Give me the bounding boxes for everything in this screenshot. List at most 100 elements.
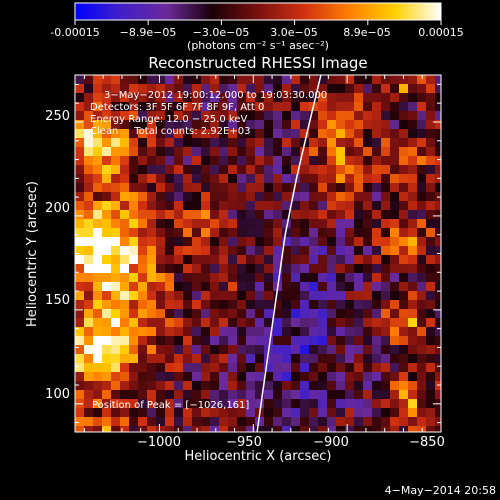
- heatmap-cell: [192, 210, 202, 220]
- heatmap-cell: [345, 102, 355, 112]
- heatmap-cell: [363, 318, 373, 328]
- heatmap-cell: [183, 75, 193, 85]
- heatmap-cell: [300, 417, 310, 427]
- heatmap-cell: [147, 156, 157, 166]
- heatmap-cell: [426, 264, 436, 274]
- heatmap-cell: [264, 201, 274, 211]
- heatmap-cell: [165, 399, 175, 409]
- y-tick-label: 250: [45, 109, 70, 124]
- heatmap-cell: [147, 129, 157, 139]
- heatmap-cell: [381, 426, 391, 432]
- heatmap-cell: [237, 147, 247, 157]
- heatmap-cell: [246, 417, 256, 427]
- heatmap-cell: [111, 282, 121, 292]
- heatmap-cell: [138, 408, 148, 418]
- heatmap-cell: [219, 138, 229, 148]
- heatmap-cell: [156, 174, 166, 184]
- heatmap-cell: [390, 93, 400, 103]
- heatmap-cell: [165, 336, 175, 346]
- heatmap-cell: [237, 111, 247, 121]
- heatmap-cell: [228, 291, 238, 301]
- heatmap-cell: [228, 237, 238, 247]
- heatmap-cell: [354, 147, 364, 157]
- heatmap-cell: [318, 93, 328, 103]
- heatmap-cell: [372, 264, 382, 274]
- heatmap-cell: [300, 156, 310, 166]
- heatmap-cell: [93, 336, 103, 346]
- heatmap-cell: [426, 75, 436, 85]
- heatmap-cell: [282, 390, 292, 400]
- heatmap-cell: [336, 390, 346, 400]
- heatmap-cell: [381, 318, 391, 328]
- heatmap-cell: [156, 237, 166, 247]
- heatmap-cell: [390, 147, 400, 157]
- heatmap-cell: [129, 84, 139, 94]
- heatmap-cell: [138, 75, 148, 85]
- heatmap-cell: [111, 291, 121, 301]
- heatmap-cell: [255, 264, 265, 274]
- heatmap-cell: [192, 237, 202, 247]
- heatmap-cell: [363, 426, 373, 432]
- heatmap-cell: [147, 426, 157, 432]
- heatmap-cell: [174, 219, 184, 229]
- heatmap-cell: [183, 255, 193, 265]
- heatmap-cell: [156, 336, 166, 346]
- heatmap-cell: [120, 255, 130, 265]
- heatmap-cell: [273, 111, 283, 121]
- heatmap-cell: [138, 363, 148, 373]
- heatmap-cell: [129, 75, 139, 85]
- heatmap-cell: [417, 399, 427, 409]
- heatmap-cell: [84, 354, 94, 364]
- heatmap-cell: [237, 345, 247, 355]
- heatmap-cell: [165, 372, 175, 382]
- colorbar-tick-label: 3.0e−05: [270, 26, 317, 39]
- heatmap-cell: [102, 111, 112, 121]
- heatmap-cell: [93, 111, 103, 121]
- heatmap-cell: [228, 129, 238, 139]
- heatmap-cell: [354, 237, 364, 247]
- heatmap-cell: [111, 354, 121, 364]
- heatmap-cell: [426, 327, 436, 337]
- heatmap-cell: [264, 228, 274, 238]
- heatmap-cell: [372, 408, 382, 418]
- heatmap-cell: [309, 129, 319, 139]
- heatmap-cell: [345, 372, 355, 382]
- heatmap-cell: [264, 300, 274, 310]
- heatmap-cell: [165, 408, 175, 418]
- heatmap-cell: [417, 192, 427, 202]
- heatmap-cell: [309, 174, 319, 184]
- heatmap-cell: [435, 408, 441, 418]
- heatmap-cell: [237, 372, 247, 382]
- heatmap-cell: [399, 300, 409, 310]
- heatmap-cell: [354, 273, 364, 283]
- heatmap-cell: [408, 102, 418, 112]
- heatmap-cell: [318, 228, 328, 238]
- heatmap-cell: [183, 174, 193, 184]
- heatmap-cell: [183, 210, 193, 220]
- heatmap-cell: [192, 354, 202, 364]
- heatmap-cell: [219, 174, 229, 184]
- heatmap-cell: [327, 156, 337, 166]
- heatmap-cell: [399, 84, 409, 94]
- heatmap-cell: [111, 228, 121, 238]
- heatmap-cell: [381, 228, 391, 238]
- heatmap-cell: [345, 165, 355, 175]
- heatmap-cell: [111, 300, 121, 310]
- heatmap-cell: [102, 408, 112, 418]
- heatmap-cell: [264, 138, 274, 148]
- heatmap-cell: [255, 120, 265, 130]
- heatmap-cell: [327, 372, 337, 382]
- heatmap-cell: [300, 246, 310, 256]
- heatmap-cell: [264, 291, 274, 301]
- axis-ticks: [75, 75, 442, 432]
- heatmap-cell: [219, 354, 229, 364]
- heatmap-cell: [372, 138, 382, 148]
- heatmap-cell: [381, 183, 391, 193]
- heatmap-cell: [381, 408, 391, 418]
- heatmap-cell: [363, 345, 373, 355]
- heatmap-cell: [165, 111, 175, 121]
- heatmap-cell: [426, 129, 436, 139]
- heatmap-cell: [147, 300, 157, 310]
- heatmap-cell: [435, 156, 441, 166]
- heatmap-cell: [237, 84, 247, 94]
